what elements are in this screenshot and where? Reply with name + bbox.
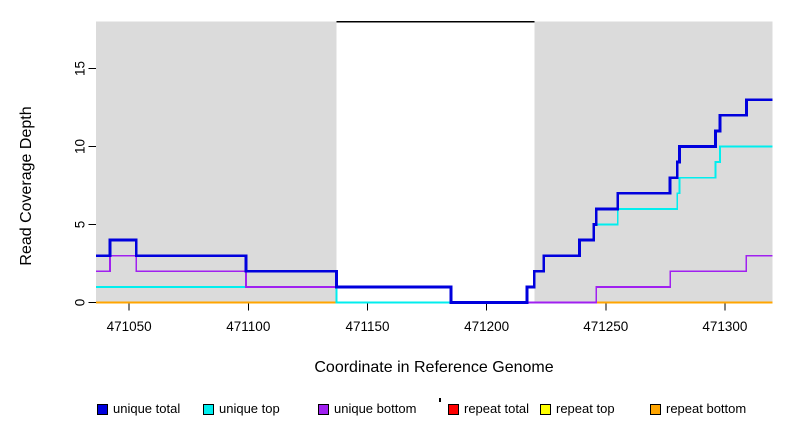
y-tick-label: 0: [73, 299, 88, 307]
series-lines: [95, 98, 773, 304]
y-tick-label: 15: [73, 61, 88, 76]
x-axis-title: Coordinate in Reference Genome: [314, 359, 553, 376]
stray-mark: [439, 398, 441, 402]
x-tick-label: 471050: [107, 319, 152, 334]
repeat-region-shading: [95, 21, 337, 304]
series-line-unique-total: [95, 98, 773, 304]
x-tick-label: 471100: [226, 319, 270, 334]
repeat-region-shading: [534, 21, 773, 304]
y-axis-title: Read Coverage Depth: [18, 106, 35, 265]
axes: 471050 471100 471150 471200 471250 471300 0 5 10…: [73, 61, 748, 334]
y-tick-label: 5: [73, 221, 88, 229]
x-tick-label: 471300: [702, 319, 747, 334]
x-tick-label: 471200: [464, 319, 509, 334]
shaded-repeat-regions: [95, 21, 773, 304]
x-tick-label: 471250: [583, 319, 628, 334]
x-tick-label: 471150: [345, 319, 389, 334]
y-tick-label: 10: [73, 139, 88, 154]
